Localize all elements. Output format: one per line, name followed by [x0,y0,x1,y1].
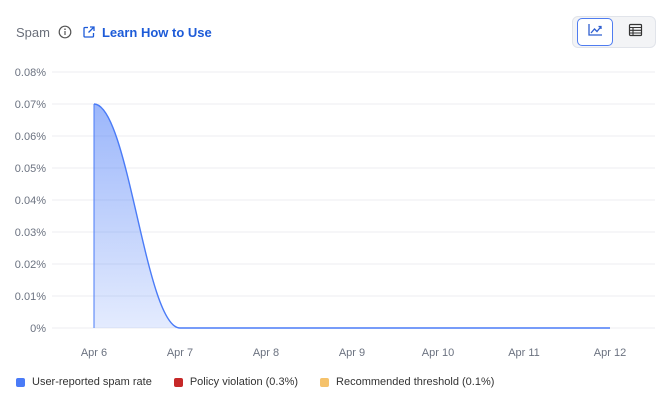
y-tick-label: 0% [30,323,46,335]
y-tick-label: 0.04% [15,195,46,207]
chart-legend: User-reported spam rate Policy violation… [16,376,516,388]
table-view-button[interactable] [617,18,653,46]
chart-title: Spam [16,24,50,40]
x-tick-label: Apr 12 [594,347,626,359]
legend-swatch [16,377,25,387]
info-icon[interactable] [58,25,72,39]
legend-item-user-reported[interactable]: User-reported spam rate [16,376,152,388]
legend-label: Recommended threshold (0.1%) [336,376,495,388]
y-tick-label: 0.06% [15,131,46,143]
x-tick-label: Apr 11 [508,347,540,359]
learn-how-to-use-link[interactable]: Learn How to Use [82,25,212,40]
y-tick-label: 0.03% [15,227,46,239]
y-tick-label: 0.05% [15,163,46,175]
legend-label: Policy violation (0.3%) [189,376,299,388]
legend-swatch [173,377,183,387]
legend-item-recommended-threshold[interactable]: Recommended threshold (0.1%) [320,376,494,388]
chart-header: Spam Learn How to Use [16,22,212,42]
x-tick-label: Apr 10 [422,347,454,359]
x-tick-label: Apr 7 [167,347,193,359]
spam-rate-chart: 0% 0.01% 0.02% 0.03% 0.04% 0.05% 0.06% 0.07% 0.0… [15,67,655,359]
line-chart-icon [587,23,603,42]
external-link-icon [82,25,96,39]
y-tick-label: 0.01% [15,291,46,303]
legend-item-policy-violation[interactable]: Policy violation (0.3%) [173,376,299,388]
series-area [94,104,610,328]
table-icon [628,23,643,42]
y-tick-label: 0.02% [15,259,46,271]
y-tick-label: 0.08% [15,67,46,79]
x-tick-label: Apr 9 [339,347,365,359]
view-toggle [572,16,656,48]
chart-view-button[interactable] [577,18,613,46]
x-tick-label: Apr 6 [81,347,107,359]
learn-link-label: Learn How to Use [101,24,212,40]
x-tick-label: Apr 8 [253,347,279,359]
y-tick-label: 0.07% [15,99,46,111]
legend-swatch [320,377,330,387]
legend-label: User-reported spam rate [32,376,152,388]
series-line [93,103,610,329]
